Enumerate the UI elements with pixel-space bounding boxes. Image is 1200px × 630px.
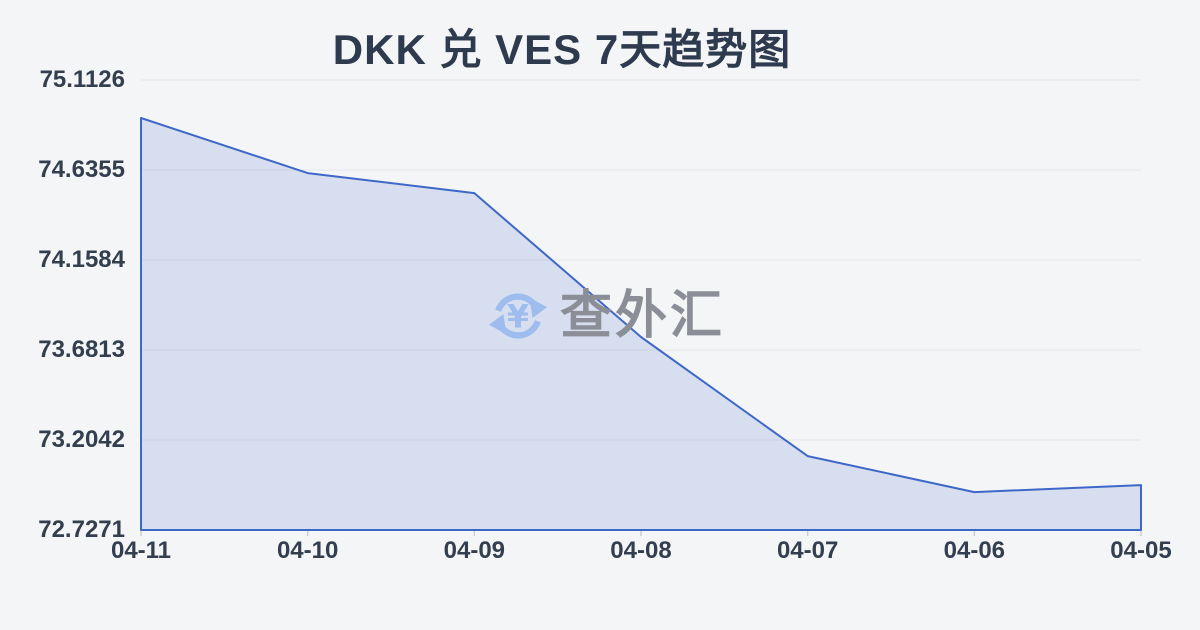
- chart-title: DKK 兑 VES 7天趋势图: [332, 26, 792, 73]
- y-axis-tick-label: 74.6355: [38, 156, 125, 183]
- y-axis-tick-label: 75.1126: [39, 66, 125, 93]
- y-axis-tick-label: 73.2042: [38, 426, 125, 453]
- y-axis-tick-label: 73.6813: [38, 336, 125, 363]
- x-axis-tick-label: 04-10: [276, 537, 339, 564]
- x-axis-tick-label: 04-07: [776, 537, 839, 564]
- x-axis-tick-label: 04-06: [943, 537, 1006, 564]
- x-axis-tick-label: 04-11: [110, 537, 172, 564]
- x-axis-tick-label: 04-08: [610, 537, 672, 564]
- y-axis-tick-label: 74.1584: [38, 246, 125, 273]
- y-axis-tick-label: 72.7271: [38, 516, 125, 543]
- x-axis-tick-label: 04-05: [1110, 537, 1172, 564]
- x-axis-tick-label: 04-09: [443, 537, 506, 564]
